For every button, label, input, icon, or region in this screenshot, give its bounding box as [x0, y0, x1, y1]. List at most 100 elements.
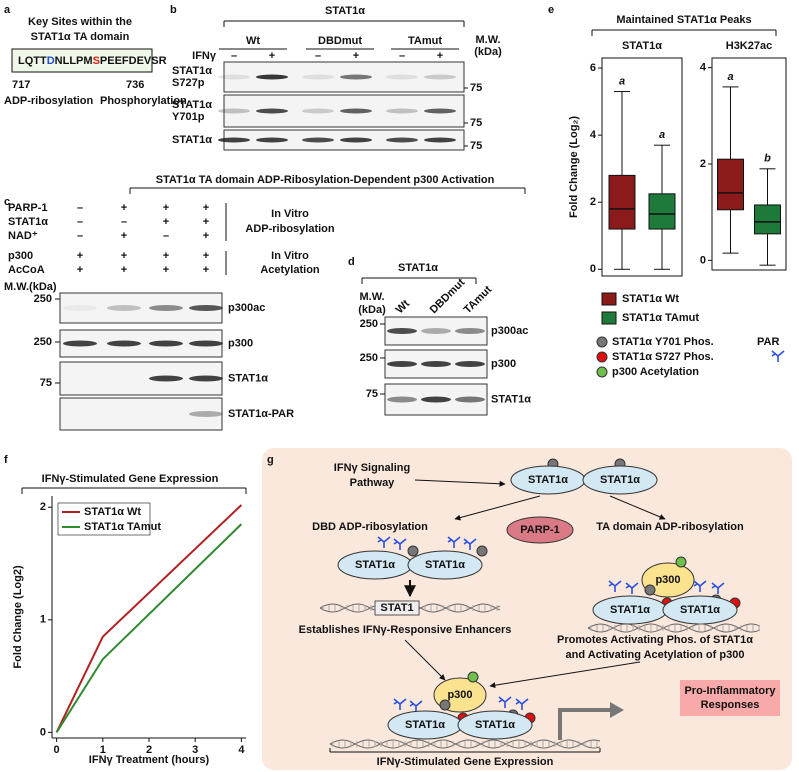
y-tick-label: 2	[590, 196, 596, 208]
p300-label: p300	[447, 689, 472, 701]
sign: +	[203, 202, 209, 214]
parp-label: PARP-1	[520, 524, 560, 536]
sign: +	[203, 216, 209, 228]
sign: +	[121, 202, 127, 214]
row-label: STAT1α	[172, 65, 212, 77]
box	[648, 193, 676, 230]
annotation: Phosphorylation	[100, 95, 187, 107]
band	[386, 74, 418, 80]
panel-label: e	[548, 4, 554, 16]
par-chain	[377, 536, 391, 548]
band	[256, 74, 288, 80]
band	[149, 305, 183, 311]
band	[386, 137, 418, 143]
blot-label: p300	[228, 337, 253, 349]
marker: 75	[470, 82, 482, 94]
step: In Vitro	[271, 208, 309, 220]
y-tick-label: 2	[40, 501, 46, 513]
stat1-oval	[457, 710, 533, 740]
x-tick-label: 4	[238, 744, 245, 756]
sign: +	[269, 50, 275, 62]
legend-swatch	[601, 292, 617, 306]
sequence-box	[11, 48, 153, 73]
stat1-oval	[582, 465, 658, 495]
treatment: IFNγ	[192, 50, 217, 62]
legend-label: STAT1α Y701 Phos.	[612, 336, 714, 348]
text: TA domain ADP-ribosylation	[596, 521, 744, 533]
y-tick-label: 4	[700, 62, 707, 74]
y-tick-label: 4	[590, 129, 597, 141]
sign: –	[77, 202, 83, 214]
box	[754, 204, 781, 235]
row-label: STAT1α	[172, 134, 212, 146]
text: Establishes IFNγ-Responsive Enhancers	[299, 624, 512, 636]
step: ADP-ribosylation	[245, 223, 335, 235]
band	[189, 340, 223, 347]
significance-letter: a	[659, 129, 665, 141]
par-chain	[711, 582, 725, 594]
band	[455, 396, 485, 403]
text: Promotes Activating Phos. of STAT1α	[557, 634, 753, 646]
band	[340, 74, 372, 80]
response-label: Responses	[701, 699, 760, 711]
x-tick-label: 1	[100, 744, 106, 756]
blot	[59, 397, 223, 431]
stat1-label: STAT1α	[355, 559, 395, 571]
marker: 75	[470, 140, 482, 152]
legend-swatch	[601, 311, 617, 325]
y-tick-label: 0	[40, 726, 46, 738]
sequence: LQTTDNLLPMSPEEFDEVSR	[18, 55, 167, 67]
band	[421, 328, 451, 334]
text: and Activating Acetylation of p300	[566, 649, 745, 661]
dna-strand	[587, 623, 761, 633]
mod-dot	[467, 671, 479, 683]
band	[302, 108, 334, 114]
sequence-segment: LQTT	[18, 55, 47, 67]
marker: 250	[360, 318, 378, 330]
sign: +	[77, 250, 83, 262]
panel-label: a	[4, 4, 11, 16]
band	[340, 108, 372, 114]
row-label: STAT1α	[172, 99, 212, 111]
mw: M.W.	[475, 34, 500, 46]
band	[189, 411, 223, 417]
sign: +	[77, 264, 83, 276]
x-tick-label: 2	[146, 744, 152, 756]
title: Maintained STAT1α Peaks	[616, 14, 751, 26]
p300-label: p300	[655, 574, 680, 586]
transcription-arrow	[558, 708, 612, 740]
mod-dot	[675, 556, 687, 568]
chart-title: H3K27ac	[726, 40, 772, 52]
annotation: ADP-ribosylation	[4, 95, 94, 107]
band	[455, 361, 485, 367]
band	[189, 375, 223, 382]
panel-label: c	[4, 196, 10, 208]
band	[424, 137, 456, 143]
marker: 250	[360, 352, 378, 364]
sequence-segment: PEEFDEVSR	[100, 55, 167, 67]
band	[218, 74, 250, 80]
arrow	[404, 639, 446, 681]
sign: –	[315, 50, 321, 62]
box	[717, 158, 744, 211]
blot-label: p300ac	[491, 325, 528, 337]
panel-label: b	[170, 4, 177, 16]
significance-letter: a	[727, 71, 733, 83]
y-tick-label: 2	[700, 158, 706, 170]
lane-label: Wt	[394, 298, 413, 317]
par-chain	[693, 580, 707, 592]
par-chain	[771, 350, 785, 362]
band	[424, 108, 456, 114]
title: Key Sites within the	[28, 16, 132, 28]
chart-title: STAT1α	[622, 40, 662, 52]
band	[455, 328, 485, 334]
marker: 75	[366, 388, 378, 400]
sign: +	[121, 264, 127, 276]
band	[302, 74, 334, 80]
band	[149, 340, 183, 347]
lane-label: DBDmut	[428, 276, 468, 316]
title: STAT1α TA domain	[31, 31, 130, 43]
legend-label: STAT1α S727 Phos.	[612, 351, 714, 363]
significance-letter: b	[764, 153, 771, 165]
x-tick-label: 3	[192, 744, 198, 756]
